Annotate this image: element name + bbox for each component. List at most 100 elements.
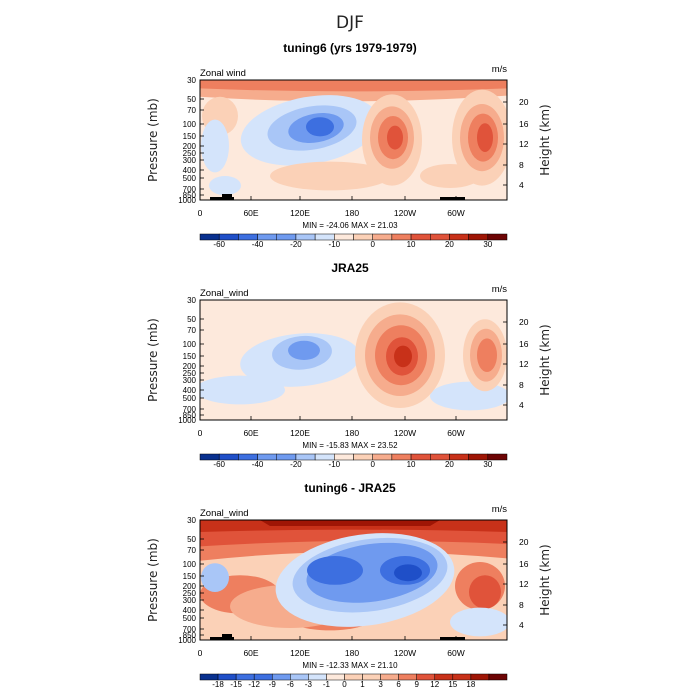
colorbar-segment <box>488 673 508 681</box>
y-tick-label: 400 <box>183 166 197 175</box>
colorbar-label: 18 <box>466 680 475 689</box>
y-right-tick-label: 20 <box>519 317 529 327</box>
y-tick-label: 850 <box>183 191 197 200</box>
x-tick-label: 60E <box>243 208 258 218</box>
y-right-tick-label: 12 <box>519 579 529 589</box>
contour-region <box>307 556 363 585</box>
y-axis-label: Pressure (mb) <box>146 318 160 402</box>
colorbar-label: -20 <box>290 240 302 249</box>
x-tick-label: 60E <box>243 428 258 438</box>
contour-region <box>209 176 241 196</box>
y-tick-label: 100 <box>183 340 197 349</box>
y-axis-right-label: Height (km) <box>538 324 552 395</box>
colorbar-label: 20 <box>445 460 454 469</box>
y-tick-label: 200 <box>183 142 197 151</box>
topography-mask <box>440 637 465 640</box>
contour-region <box>420 164 480 188</box>
colorbar-label: 10 <box>407 240 416 249</box>
colorbar-label: -40 <box>252 240 264 249</box>
colorbar-label: -15 <box>230 680 242 689</box>
y-tick-label: 70 <box>187 546 196 555</box>
y-tick-label: 100 <box>183 560 197 569</box>
y-tick-label: 300 <box>183 596 197 605</box>
contour-region <box>394 564 422 582</box>
colorbar-label: -18 <box>212 680 224 689</box>
y-right-tick-label: 4 <box>519 620 524 630</box>
contour-region <box>306 117 334 137</box>
panel-title: JRA25 <box>331 261 369 275</box>
x-tick-label: 180 <box>345 208 359 218</box>
y-tick-label: 50 <box>187 95 196 104</box>
y-tick-label: 70 <box>187 106 196 115</box>
contour-region <box>200 375 285 405</box>
x-tick-label: 120E <box>290 208 310 218</box>
y-tick-label: 1000 <box>178 196 196 205</box>
y-tick-label: 850 <box>183 631 197 640</box>
x-tick-label: 60W <box>447 428 464 438</box>
colorbar-label: 9 <box>414 680 419 689</box>
contour-region <box>270 161 390 191</box>
contour-region <box>469 575 501 609</box>
colorbar-label: 30 <box>483 460 492 469</box>
y-axis-label: Pressure (mb) <box>146 538 160 622</box>
y-tick-label: 700 <box>183 185 197 194</box>
y-tick-label: 400 <box>183 386 197 395</box>
y-right-tick-label: 12 <box>519 139 529 149</box>
x-tick-label: 60W <box>447 648 464 658</box>
x-tick-label: 60W <box>447 208 464 218</box>
x-tick-label: 180 <box>345 428 359 438</box>
y-tick-label: 50 <box>187 315 196 324</box>
contour-region <box>394 345 412 368</box>
colorbar-label: 3 <box>378 680 383 689</box>
y-tick-label: 250 <box>183 589 197 598</box>
topography-mask <box>440 197 465 200</box>
x-tick-label: 120W <box>394 208 416 218</box>
figure-title: DJF <box>336 13 364 33</box>
y-tick-label: 500 <box>183 394 197 403</box>
contour-region <box>450 607 507 637</box>
colorbar-label: -10 <box>329 240 341 249</box>
contour-region <box>201 119 229 173</box>
y-tick-label: 150 <box>183 352 197 361</box>
colorbar-label: -10 <box>329 460 341 469</box>
plot-area <box>200 520 507 640</box>
contour-region <box>201 563 229 592</box>
y-tick-label: 150 <box>183 572 197 581</box>
y-tick-label: 200 <box>183 582 197 591</box>
colorbar-label: -1 <box>323 680 331 689</box>
y-tick-label: 700 <box>183 625 197 634</box>
x-tick-label: 0 <box>198 648 203 658</box>
topography-mask <box>222 634 232 640</box>
y-tick-label: 150 <box>183 132 197 141</box>
contour-region <box>387 125 403 150</box>
panel-title: tuning6 - JRA25 <box>304 481 396 495</box>
colorbar-label: -12 <box>248 680 260 689</box>
colorbar-label: -3 <box>305 680 313 689</box>
colorbar-label: 1 <box>360 680 365 689</box>
contour-region <box>477 338 497 373</box>
colorbar-label: 0 <box>370 240 375 249</box>
panel-variable-label: Zonal_wind <box>200 508 249 519</box>
colorbar-label: -40 <box>252 460 264 469</box>
y-tick-label: 500 <box>183 614 197 623</box>
colorbar-label: -60 <box>213 460 225 469</box>
panel-units-label: m/s <box>492 64 508 75</box>
plot-frame <box>199 299 508 421</box>
colorbar-segment <box>372 453 393 461</box>
y-right-tick-label: 4 <box>519 400 524 410</box>
y-axis-label: Pressure (mb) <box>146 98 160 182</box>
y-right-tick-label: 16 <box>519 559 529 569</box>
y-right-tick-label: 4 <box>519 180 524 190</box>
plot-frame <box>199 519 508 641</box>
contour-region <box>430 381 507 411</box>
panel-variable-label: Zonal_wind <box>200 288 249 299</box>
y-tick-label: 200 <box>183 362 197 371</box>
colorbar-segment <box>487 233 508 241</box>
colorbar-segment <box>487 453 508 461</box>
y-tick-label: 500 <box>183 174 197 183</box>
colorbar-label: 12 <box>430 680 439 689</box>
plot-frame <box>199 79 508 201</box>
colorbar-label: 30 <box>483 240 492 249</box>
